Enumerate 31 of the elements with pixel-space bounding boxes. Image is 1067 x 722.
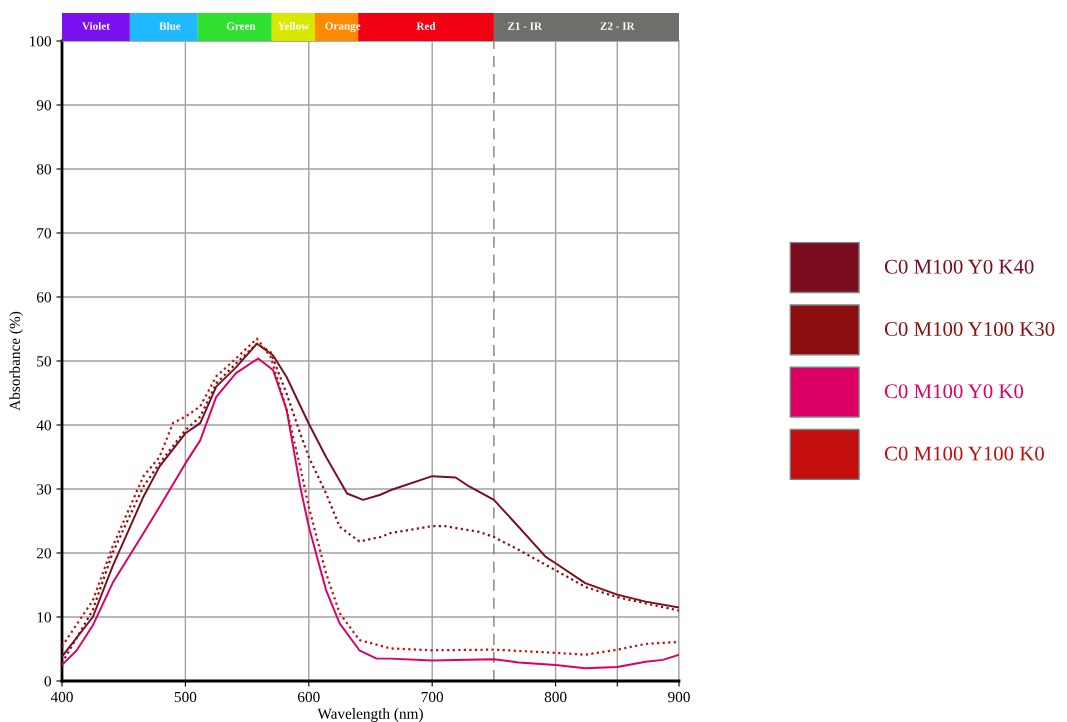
x-axis-title: Wavelength (nm) bbox=[317, 708, 423, 722]
y-tick-label: 20 bbox=[36, 548, 51, 559]
text: Violet bbox=[82, 21, 110, 30]
y-tick-label: 0 bbox=[44, 676, 51, 687]
text: Green bbox=[226, 22, 256, 30]
legend-label: C0 M100 Y0 K0 bbox=[884, 384, 1024, 399]
y-tick-label: 30 bbox=[37, 484, 51, 495]
text: Orange bbox=[325, 22, 361, 33]
x-tick-label: 900 bbox=[668, 691, 690, 703]
x-tick-label: 500 bbox=[174, 691, 197, 703]
text: Z2 - IR bbox=[600, 22, 635, 30]
y-tick-label: 60 bbox=[36, 292, 51, 303]
y-tick-label: 80 bbox=[36, 164, 51, 175]
x-tick-label: 400 bbox=[50, 691, 73, 703]
text: Yellow bbox=[277, 21, 310, 30]
legend-label: C0 M100 Y100 K0 bbox=[884, 446, 1044, 461]
y-tick-label: 50 bbox=[37, 356, 51, 367]
text: Red bbox=[416, 21, 436, 30]
y-tick-label: 90 bbox=[36, 100, 51, 111]
y-tick-label: 100 bbox=[30, 36, 51, 47]
legend-label: C0 M100 Y100 K30 bbox=[884, 321, 1055, 336]
y-tick-label: 40 bbox=[36, 420, 51, 431]
x-tick-label: 600 bbox=[298, 691, 320, 703]
text: Z1 - IR bbox=[508, 22, 543, 30]
legend-label: C0 M100 Y0 K40 bbox=[884, 259, 1034, 274]
y-tick-label: 10 bbox=[37, 612, 51, 623]
x-tick-label: 700 bbox=[421, 691, 444, 703]
x-tick-label: 800 bbox=[544, 691, 567, 703]
y-tick-label: 70 bbox=[37, 228, 51, 239]
y-axis-title: Absorbance (%) bbox=[9, 311, 24, 411]
text: Blue bbox=[159, 21, 181, 30]
